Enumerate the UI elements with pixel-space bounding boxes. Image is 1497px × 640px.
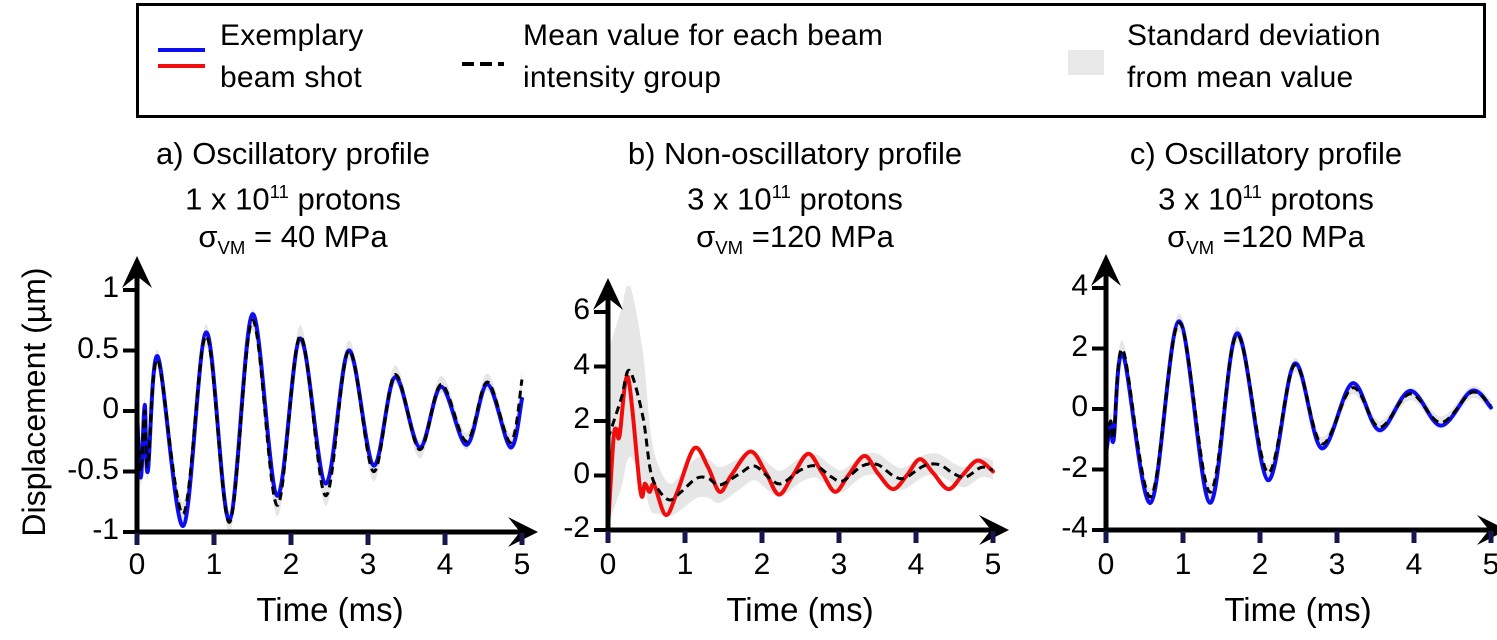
y-tick-label-panel-2-2: 0	[1071, 390, 1088, 423]
panel-c-title: c) Oscillatory profile 3 x 1011 protons …	[1006, 135, 1497, 268]
x-tick-label-panel-1-5: 5	[984, 548, 1002, 581]
exemplary-beam-shot-line-panel-1	[606, 374, 995, 531]
panel-c-intensity-exponent: 11	[1242, 181, 1262, 202]
legend-mean-line2: intensity group	[523, 61, 722, 94]
y-tick-label-panel-0-2: 0	[102, 392, 119, 425]
panel-a-intensity-pre: 1 x 10	[185, 181, 270, 217]
y-tick-label-panel-2-4: -4	[1061, 511, 1088, 544]
x-tick-label-panel-2-1: 1	[1174, 548, 1192, 581]
panel-c-intensity-post: protons	[1261, 181, 1374, 217]
panel-c-title-line1: c) Oscillatory profile	[1129, 136, 1403, 171]
panel-b-intensity-post: protons	[790, 181, 903, 217]
legend-item-exemplary-label: Exemplary beam shot	[220, 15, 364, 99]
panel-c-title-line3: σVM =120 MPa	[1006, 218, 1497, 267]
legend-exemplary-line2: beam shot	[220, 61, 362, 94]
y-tick-label-panel-2-1: 2	[1071, 329, 1088, 363]
std-deviation-band-panel-1	[608, 286, 993, 526]
y-tick-label-panel-0-1: 0.5	[77, 331, 119, 365]
y-tick-label-panel-1-4: -2	[563, 511, 590, 544]
panel-a-intensity-exponent: 11	[269, 181, 289, 202]
panel-c-stress-value: =120 MPa	[1214, 219, 1365, 255]
panel-c-x-axis-title: Time (ms)	[1224, 591, 1372, 628]
y-tick-label-panel-0-0: 1	[102, 271, 119, 304]
panel-b-title-line1: b) Non-oscillatory profile	[627, 136, 963, 171]
x-axis-arrow-icon-panel-1	[979, 515, 1009, 545]
panel-b-intensity-pre: 3 x 10	[687, 181, 772, 217]
panel-c-stress-symbol: σ	[1167, 219, 1187, 255]
legend-std-line1: Standard deviation	[1127, 19, 1381, 52]
x-tick-label-panel-0-5: 5	[513, 548, 531, 581]
y-tick-label-panel-0-3: -0.5	[67, 452, 119, 486]
panel-a-title: a) Oscillatory profile 1 x 1011 protons …	[33, 135, 553, 268]
panel-b-stress-value: =120 MPa	[743, 219, 894, 255]
y-tick-label-panel-2-3: -2	[1061, 450, 1088, 484]
x-tick-label-panel-2-2: 2	[1251, 548, 1269, 581]
y-tick-label-panel-0-4: -1	[92, 513, 119, 546]
legend-dashed-line-icon	[462, 62, 504, 66]
panel-c-intensity-pre: 3 x 10	[1158, 181, 1243, 217]
legend-item-std-label: Standard deviation from mean value	[1127, 15, 1381, 99]
panel-a-title-line1: a) Oscillatory profile	[156, 136, 430, 171]
x-tick-label-panel-2-0: 0	[1097, 548, 1115, 581]
x-tick-label-panel-0-4: 4	[436, 548, 454, 581]
panel-c-title-line2: 3 x 1011 protons	[1006, 173, 1497, 218]
x-tick-label-panel-0-3: 3	[359, 548, 377, 581]
legend-exemplary-red-line-icon	[158, 64, 205, 68]
y-tick-label-panel-1-0: 6	[573, 293, 590, 326]
panel-a-intensity-post: protons	[288, 181, 401, 217]
mean-value-line-panel-1	[606, 368, 994, 502]
std-deviation-band-panel-0	[137, 309, 522, 534]
panel-b-x-axis-title: Time (ms)	[726, 591, 874, 628]
panel-b-stress-subscript: VM	[715, 237, 744, 259]
panel-a-stress-symbol: σ	[198, 219, 218, 255]
panel-b-title: b) Non-oscillatory profile 3 x 1011 prot…	[535, 135, 1055, 268]
legend-exemplary-blue-line-icon	[158, 48, 205, 52]
panel-a-stress-value: = 40 MPa	[245, 219, 388, 255]
x-tick-label-panel-2-4: 4	[1405, 548, 1423, 581]
y-tick-label-panel-1-1: 4	[573, 347, 590, 381]
x-axis-arrow-icon-panel-0	[508, 517, 538, 547]
y-tick-label-panel-1-3: 0	[573, 456, 590, 490]
panel-a-stress-subscript: VM	[217, 237, 246, 259]
legend-grey-swatch-icon	[1068, 50, 1104, 75]
x-tick-label-panel-1-4: 4	[907, 548, 925, 581]
panel-a-x-axis-title: Time (ms)	[256, 591, 404, 628]
legend-exemplary-line1: Exemplary	[220, 19, 364, 52]
y-axis-arrow-icon-panel-1	[593, 278, 623, 310]
mean-value-line-panel-2	[1104, 321, 1493, 499]
x-tick-label-panel-2-5: 5	[1482, 548, 1497, 581]
x-tick-label-panel-1-2: 2	[753, 548, 771, 581]
panel-b-intensity-exponent: 11	[771, 181, 791, 202]
legend-std-line2: from mean value	[1127, 61, 1354, 94]
x-tick-label-panel-0-2: 2	[282, 548, 300, 581]
y-axis-arrow-icon-panel-0	[122, 256, 152, 288]
x-tick-label-panel-1-0: 0	[599, 548, 617, 581]
panel-a-title-line2: 1 x 1011 protons	[33, 173, 553, 218]
x-tick-label-panel-2-3: 3	[1328, 548, 1346, 581]
legend	[136, 3, 1486, 118]
x-tick-label-panel-0-1: 1	[205, 548, 223, 581]
x-tick-label-panel-1-3: 3	[830, 548, 848, 581]
mean-value-line-panel-0	[135, 318, 524, 524]
x-tick-label-panel-0-0: 0	[128, 548, 146, 581]
legend-mean-line1: Mean value for each beam	[523, 19, 884, 52]
panel-b-title-line2: 3 x 1011 protons	[535, 173, 1055, 218]
panel-c-stress-subscript: VM	[1186, 237, 1215, 259]
y-axis-arrow-icon-panel-2	[1091, 254, 1121, 286]
legend-item-mean-label: Mean value for each beam intensity group	[523, 15, 883, 99]
x-tick-label-panel-1-1: 1	[676, 548, 694, 581]
y-tick-label-panel-1-2: 2	[573, 402, 590, 435]
panel-b-title-line3: σVM =120 MPa	[535, 218, 1055, 267]
panel-b-stress-symbol: σ	[696, 219, 716, 255]
y-tick-label-panel-2-0: 4	[1071, 269, 1088, 302]
panel-a-title-line3: σVM = 40 MPa	[33, 218, 553, 267]
